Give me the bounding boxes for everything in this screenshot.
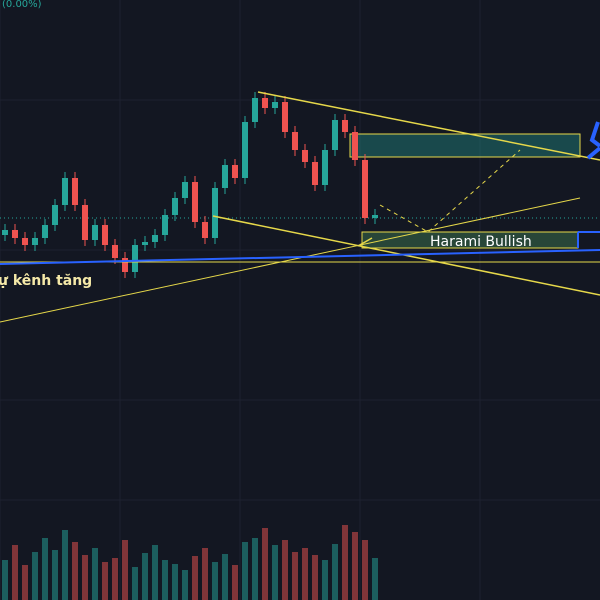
candle-body <box>362 160 368 218</box>
candle-body <box>102 225 108 245</box>
candle-body <box>202 222 208 238</box>
candle-body <box>112 245 118 258</box>
volume-bar <box>82 555 88 600</box>
volume-bar <box>272 545 278 600</box>
candle-body <box>142 242 148 245</box>
candle-body <box>232 165 238 178</box>
candle-body <box>72 178 78 205</box>
candle-body <box>192 182 198 222</box>
volume-bar <box>192 556 198 600</box>
volume-bar <box>332 544 338 600</box>
volume-bar <box>292 552 298 600</box>
candle-body <box>222 165 228 188</box>
candle-body <box>92 225 98 240</box>
candle-body <box>82 205 88 240</box>
annotation: Harami Bullish <box>430 234 532 250</box>
candle-body <box>152 235 158 242</box>
volume-bar <box>172 564 178 600</box>
candle-body <box>262 98 268 108</box>
volume-bar <box>242 542 248 600</box>
candle-body <box>282 102 288 132</box>
volume-bar <box>252 538 258 600</box>
volume-bar <box>352 532 358 600</box>
volume-bar <box>132 567 138 600</box>
candle-body <box>22 238 28 245</box>
candle-body <box>132 245 138 272</box>
volume-bar <box>22 565 28 600</box>
volume-bar <box>52 550 58 600</box>
volume-bar <box>92 548 98 600</box>
volume-bar <box>212 562 218 600</box>
volume-bar <box>102 562 108 600</box>
header-change: (0.00%) <box>2 0 42 10</box>
candle-body <box>42 225 48 238</box>
volume-bar <box>32 552 38 600</box>
volume-bar <box>142 553 148 600</box>
volume-bar <box>2 560 8 600</box>
candle-body <box>12 230 18 238</box>
candle-body <box>372 215 378 218</box>
volume-bar <box>372 558 378 600</box>
support-line <box>0 249 600 265</box>
volume-bar <box>12 545 18 600</box>
candle-body <box>2 230 8 235</box>
volume-bar <box>182 570 188 600</box>
candle-body <box>212 188 218 238</box>
candle-body <box>172 198 178 215</box>
candle-body <box>32 238 38 245</box>
candle-body <box>272 102 278 108</box>
volume-bar <box>322 560 328 600</box>
volume-bar <box>362 540 368 600</box>
volume-bar <box>282 540 288 600</box>
volume-bar <box>162 560 168 600</box>
candle-body <box>162 215 168 235</box>
candle-body <box>302 150 308 162</box>
annotation: ự kênh tăng <box>0 273 92 289</box>
candle-body <box>242 122 248 178</box>
volume-bar <box>342 525 348 600</box>
candle-body <box>292 132 298 150</box>
zone-box <box>349 133 581 158</box>
blue-arrow <box>586 121 600 160</box>
candle-body <box>352 132 358 160</box>
volume-bar <box>72 542 78 600</box>
candle-body <box>122 258 128 272</box>
volume-bar <box>222 554 228 600</box>
volume-bar <box>42 538 48 600</box>
candle-body <box>342 120 348 132</box>
volume-bar <box>232 565 238 600</box>
candle-body <box>312 162 318 185</box>
candle-body <box>252 98 258 122</box>
candle-body <box>322 150 328 185</box>
candle-body <box>332 120 338 150</box>
volume-bar <box>152 545 158 600</box>
volume-bar <box>112 558 118 600</box>
volume-bar <box>312 555 318 600</box>
volume-bar <box>202 548 208 600</box>
candle-body <box>62 178 68 205</box>
volume-bar <box>302 548 308 600</box>
volume-bar <box>262 528 268 600</box>
candles <box>2 92 378 600</box>
candle-body <box>52 205 58 225</box>
volume-bar <box>62 530 68 600</box>
volume-bar <box>122 540 128 600</box>
candle-body <box>182 182 188 198</box>
